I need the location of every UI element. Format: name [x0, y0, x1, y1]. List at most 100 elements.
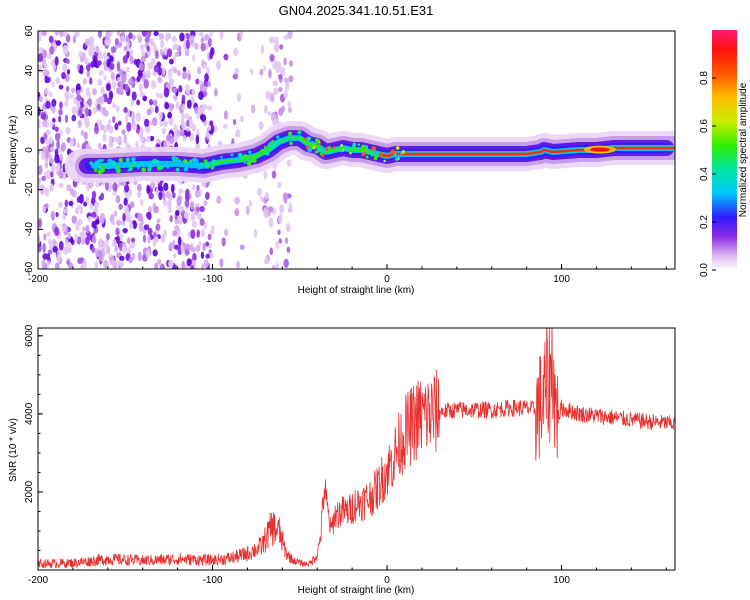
spectrogram-speckle	[274, 140, 278, 144]
spectrogram-noise-blob	[117, 120, 122, 126]
spectrogram-noise-blob	[285, 222, 291, 233]
spectrogram-y-tick-label: 60	[24, 25, 35, 37]
spectrogram-speckle	[174, 159, 179, 163]
colorbar-tick-label: 0.8	[699, 71, 710, 85]
colorbar-tick-label: 0.0	[699, 263, 710, 277]
spectrogram-speckle	[268, 142, 272, 146]
spectrogram-noise-blob	[103, 259, 109, 269]
spectrogram-noise-blob	[126, 122, 132, 132]
spectrogram-speckle	[304, 137, 308, 141]
spectrogram-noise-blob	[167, 201, 172, 210]
spectrogram-noise-blob	[169, 58, 174, 65]
spectrogram-noise-blob	[90, 60, 95, 69]
spectrogram-noise-blob	[59, 31, 64, 38]
spectrogram-noise-blob	[149, 182, 156, 189]
spectrogram-noise-blob	[182, 66, 187, 72]
spectrogram-noise-blob	[175, 101, 180, 110]
spectrogram-speckle	[327, 146, 331, 149]
colorbar-tick-label: 0.6	[699, 119, 710, 133]
spectrogram-noise-blob	[151, 117, 158, 127]
spectrogram-noise-blob	[146, 45, 150, 52]
spectrogram-noise-blob	[174, 225, 180, 232]
spectrogram-noise-blob	[168, 115, 174, 126]
spectrogram-noise-blob	[114, 122, 119, 131]
spectrogram-noise-blob	[48, 136, 53, 145]
spectrogram-noise-blob	[129, 49, 134, 57]
spectrogram-noise-blob	[122, 55, 128, 64]
spectrogram-noise-blob	[185, 39, 190, 49]
spectrogram-noise-blob	[224, 228, 229, 237]
spectrogram-noise-blob	[103, 65, 107, 71]
spectrogram-noise-blob	[54, 56, 59, 66]
spectrogram-noise-blob	[54, 226, 60, 237]
spectrogram-noise-blob	[136, 191, 142, 199]
spectrogram-noise-blob	[65, 74, 70, 82]
spectrogram-speckle	[345, 147, 350, 151]
spectrogram-noise-blob	[55, 211, 59, 218]
spectrogram-noise-blob	[182, 134, 187, 142]
spectrogram-noise-blob	[253, 228, 258, 238]
spectrogram-speckle	[158, 165, 164, 170]
spectrogram-noise-blob	[111, 102, 117, 108]
snr-x-tick-label: -100	[203, 575, 223, 586]
spectrogram-noise-blob	[96, 103, 101, 110]
spectrogram-noise-blob	[183, 211, 190, 220]
spectrogram-noise-blob	[284, 237, 289, 244]
spectrogram-noise-blob	[98, 195, 103, 201]
spectrogram-noise-blob	[272, 80, 279, 87]
spectrogram-noise-blob	[85, 236, 90, 246]
spectrogram-noise-blob	[184, 249, 190, 256]
spectrogram-speckle	[332, 146, 336, 150]
spectrogram-noise-blob	[64, 114, 69, 124]
spectrogram-noise-blob	[187, 73, 191, 81]
snr-y-axis-label: SNR (10 * v/v)	[8, 418, 19, 482]
spectrogram-noise-blob	[276, 61, 282, 69]
spectrogram-noise-blob	[121, 129, 126, 135]
spectrogram-noise-blob	[59, 101, 63, 110]
spectrogram-speckle	[164, 163, 169, 168]
spectrogram-speckle	[361, 152, 366, 156]
spectrogram-noise-blob	[42, 253, 48, 260]
spectrogram-noise-blob	[116, 31, 121, 37]
snr-frame	[37, 327, 676, 571]
spectrogram-noise-blob	[177, 236, 182, 247]
spectrogram-noise-blob	[137, 69, 143, 77]
spectrogram-noise-blob	[151, 57, 156, 65]
spectrogram-speckle	[100, 167, 105, 173]
spectrogram-noise-blob	[175, 209, 180, 216]
spectrogram-noise-blob	[138, 62, 144, 71]
colorbar: 0.0 0.2 0.4 0.6 0.8 Normalized spectral ampl…	[699, 30, 749, 277]
spectrogram-noise-blob	[66, 184, 72, 192]
spectrogram-noise-blob	[163, 229, 167, 238]
spectrogram-noise-blob	[38, 177, 41, 185]
spectrogram-noise-blob	[171, 35, 177, 43]
spectrogram-noise-blob	[93, 125, 100, 135]
spectrogram-noise-blob	[275, 241, 280, 250]
spectrogram-noise-blob	[203, 63, 207, 69]
spectrogram-noise-blob	[129, 201, 135, 208]
spectrogram-noise-blob	[99, 217, 105, 224]
spectrogram-noise-blob	[151, 80, 157, 90]
spectrogram-noise-blob	[143, 78, 149, 89]
spectrogram-noise-blob	[83, 131, 88, 140]
spectrogram-noise-blob	[163, 182, 169, 192]
spectrogram-noise-blob	[209, 51, 214, 60]
spectrogram-noise-blob	[172, 192, 176, 199]
spectrogram-noise-blob	[129, 55, 134, 65]
spectrogram-noise-blob	[119, 260, 124, 268]
spectrogram-speckle	[171, 155, 177, 161]
spectrogram-speckle	[106, 164, 112, 170]
spectrogram-noise-blob	[131, 111, 135, 121]
spectrogram-noise-blob	[106, 83, 111, 92]
spectrogram-noise-blob	[60, 142, 66, 152]
spectrogram-noise-blob	[167, 112, 172, 119]
spectrogram-speckle	[263, 146, 267, 149]
spectrogram-noise-blob	[38, 47, 43, 53]
spectrogram-noise-blob	[104, 181, 109, 191]
spectrogram-noise-blob	[87, 215, 92, 223]
spectrogram-noise-blob	[129, 243, 134, 249]
spectrogram-speckle	[175, 156, 179, 160]
spectrogram-noise-blob	[128, 222, 134, 230]
spectrogram-noise-blob	[158, 93, 164, 99]
